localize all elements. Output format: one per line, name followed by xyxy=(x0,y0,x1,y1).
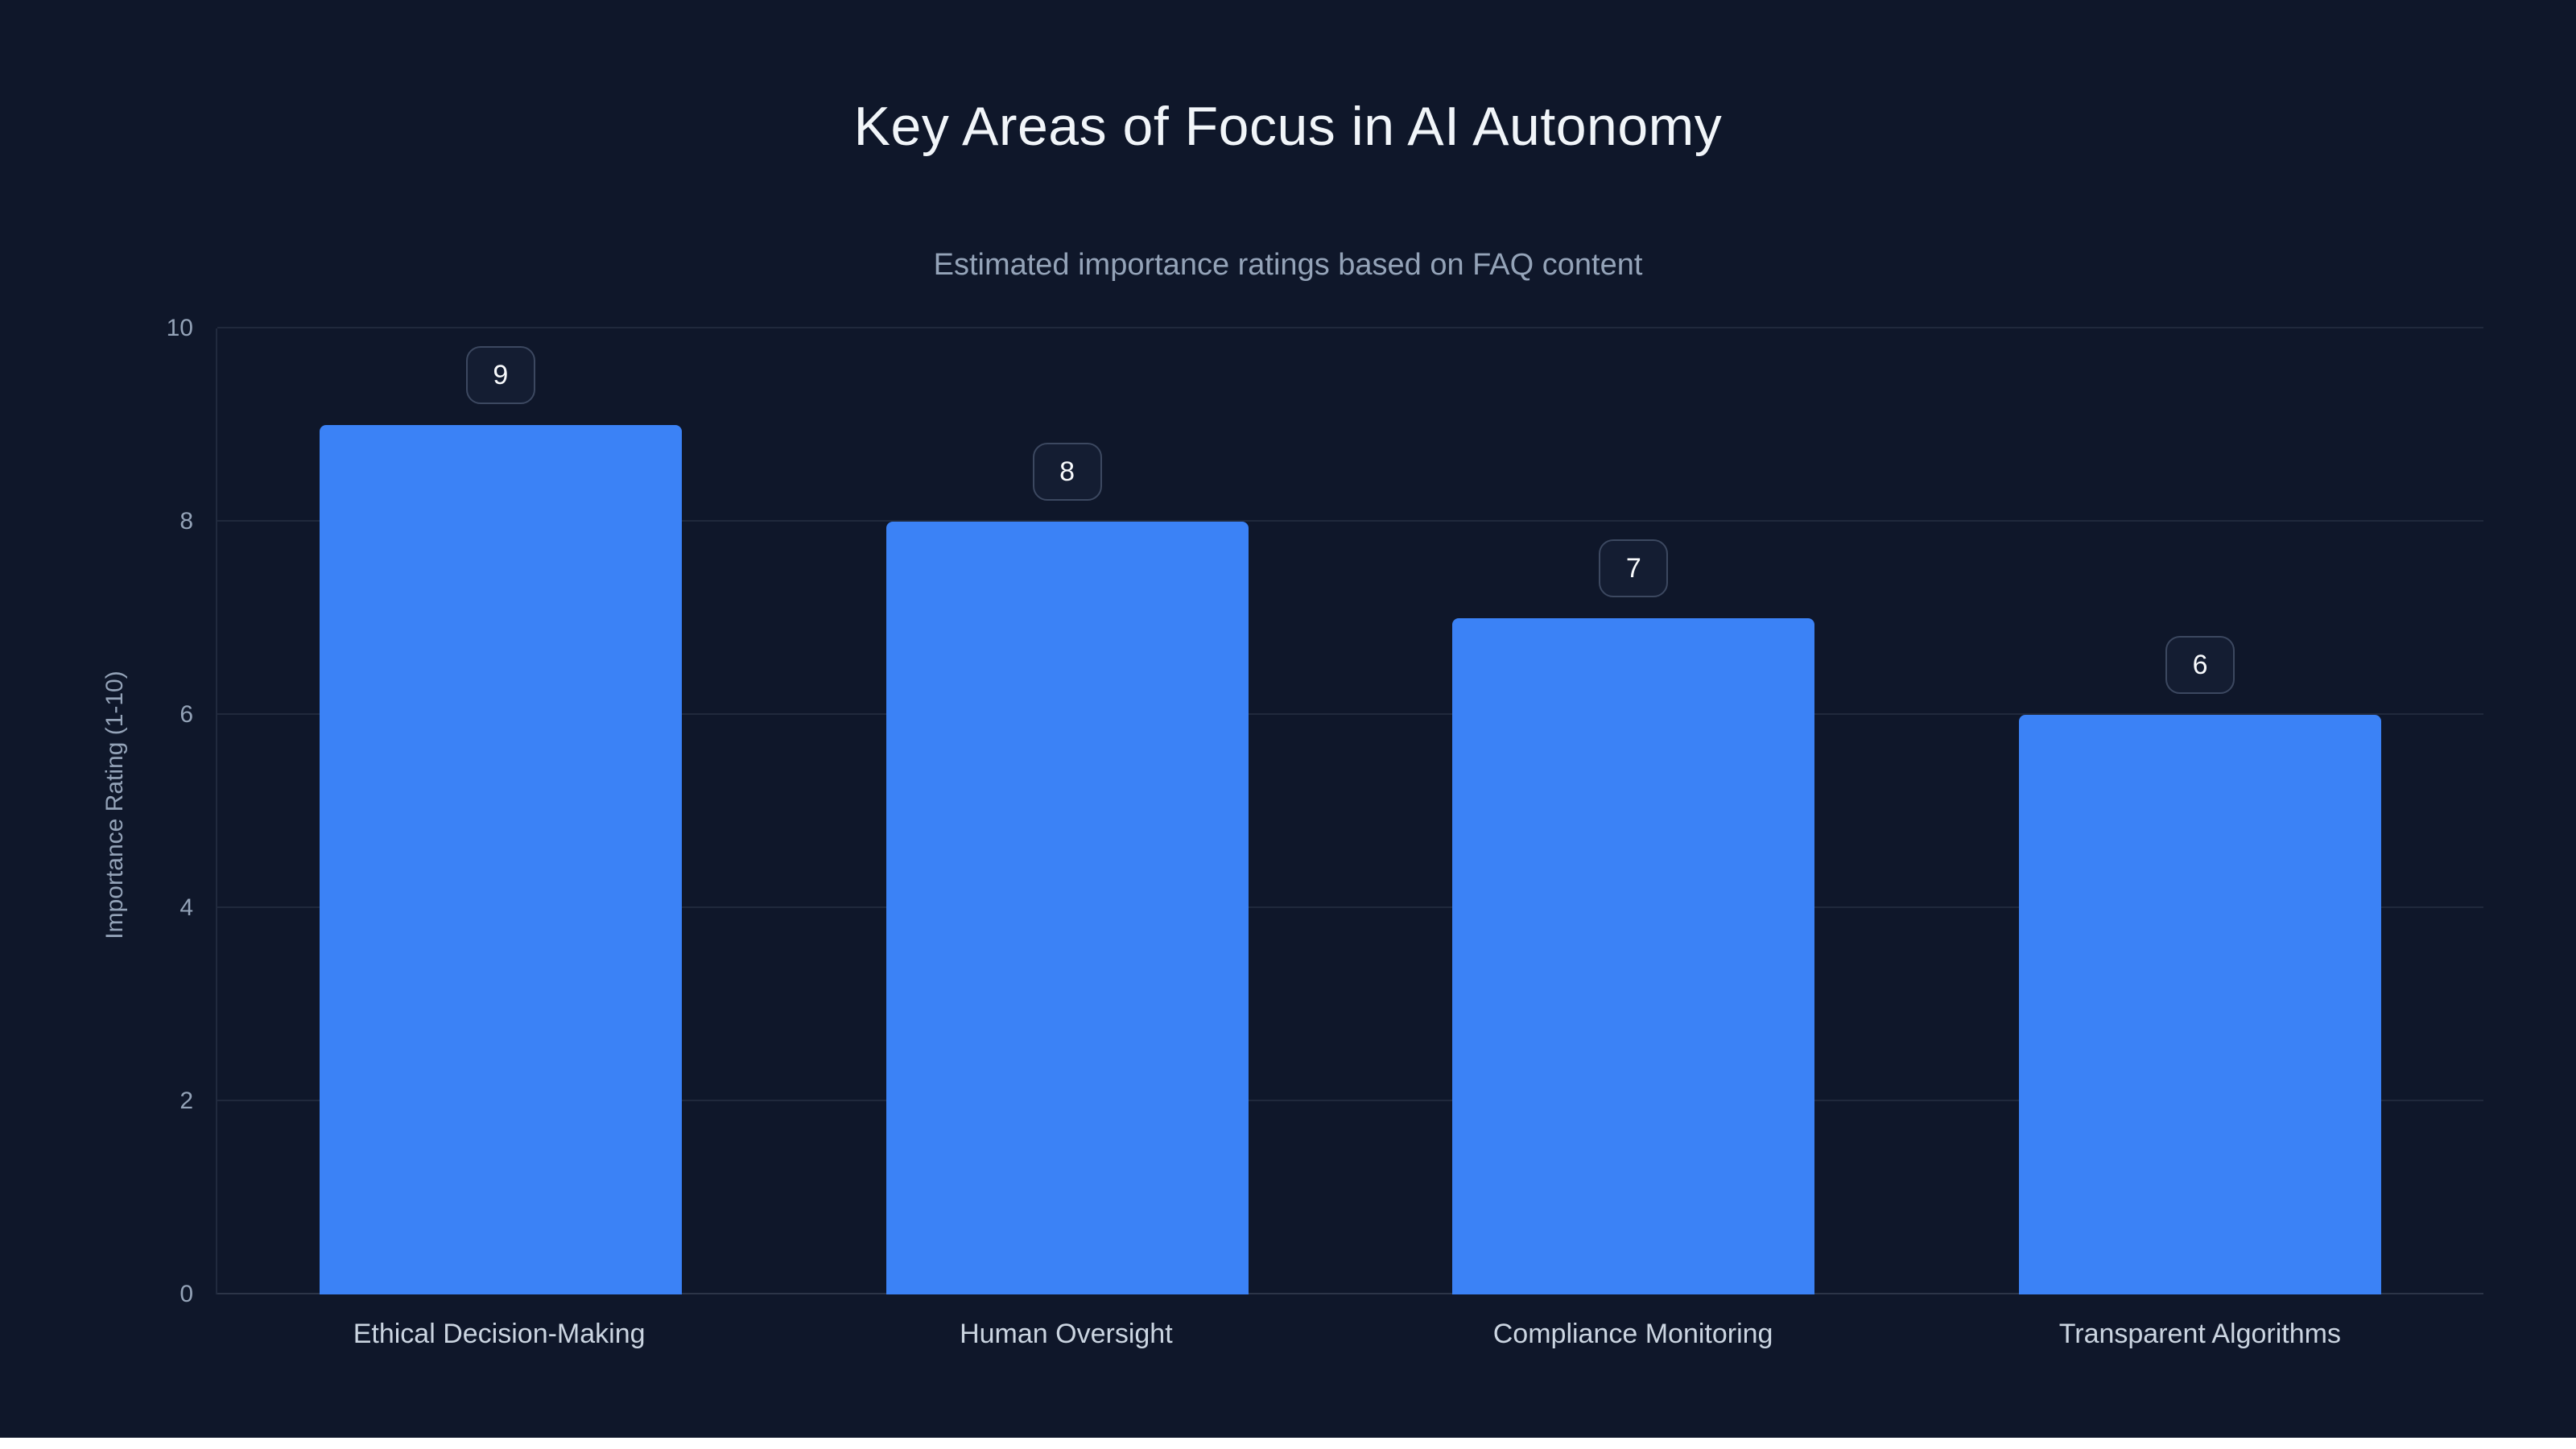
gridline-y-6 xyxy=(217,713,2483,715)
bar-1[interactable] xyxy=(319,425,682,1294)
gridline-y-8 xyxy=(217,520,2483,522)
bar-slot: 7 xyxy=(1351,328,1918,1294)
gridline-y-2 xyxy=(217,1100,2483,1101)
value-badge-2: 8 xyxy=(1032,443,1102,501)
x-label-3: Compliance Monitoring xyxy=(1492,1319,1773,1349)
y-tick-label-2: 2 xyxy=(180,1088,193,1114)
chart-title: Key Areas of Focus in AI Autonomy xyxy=(853,96,1723,157)
y-tick-label-0: 0 xyxy=(180,1281,193,1307)
bar-4[interactable] xyxy=(2019,715,2382,1294)
bar-slot: 6 xyxy=(1917,328,2483,1294)
gridline-y-0 xyxy=(217,1293,2483,1294)
gridline-y-4 xyxy=(217,906,2483,908)
y-tick-label-4: 4 xyxy=(180,894,193,921)
bar-3[interactable] xyxy=(1452,618,1815,1294)
y-tick-label-10: 10 xyxy=(166,315,193,341)
x-label-4: Transparent Algorithms xyxy=(2058,1319,2341,1349)
bar-slot: 9 xyxy=(217,328,784,1294)
x-axis-labels: Ethical Decision-Making Human Oversight Co… xyxy=(216,1319,2483,1350)
y-tick-label-6: 6 xyxy=(180,701,193,728)
gridline-y-10 xyxy=(217,327,2483,328)
x-label-2: Human Oversight xyxy=(960,1319,1173,1349)
value-badge-4: 6 xyxy=(2165,636,2235,694)
bottom-strip xyxy=(0,1438,2576,1449)
bar-slot: 8 xyxy=(784,328,1351,1294)
bar-2[interactable] xyxy=(886,522,1249,1294)
x-label-1: Ethical Decision-Making xyxy=(353,1319,646,1349)
chart-subtitle: Estimated importance ratings based on FA… xyxy=(933,248,1643,282)
value-badge-3: 7 xyxy=(1599,539,1669,597)
y-tick-label-8: 8 xyxy=(180,508,193,535)
value-badge-1: 9 xyxy=(465,346,535,404)
plot-area: 0 2 4 6 8 10 9 8 7 6 xyxy=(167,315,2483,1307)
